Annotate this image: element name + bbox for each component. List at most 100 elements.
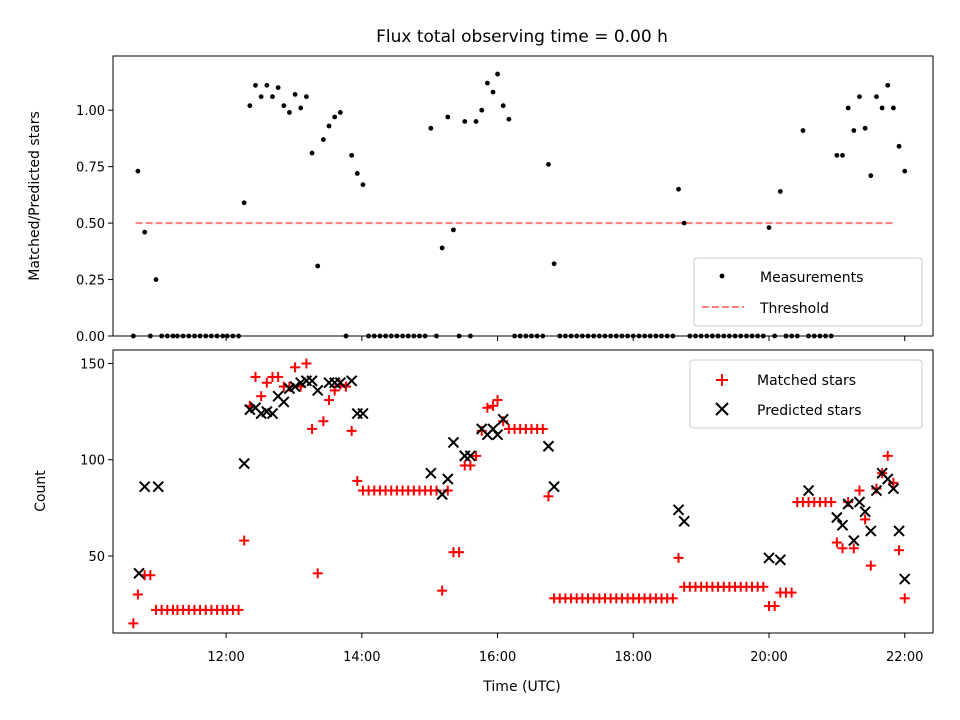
- predicted-point: [802, 484, 815, 497]
- measurement-point: [320, 137, 326, 142]
- measurement-point: [902, 168, 908, 174]
- measurement-point: [332, 114, 338, 120]
- x-tick-label: 20:00: [750, 650, 787, 665]
- ratio-panel: 0.00 0.25 0.50 0.75 1.00 Matched/Predicted s…: [27, 55, 934, 345]
- x-tick-label: 14:00: [343, 650, 380, 665]
- matched-point: [837, 543, 848, 554]
- matched-point: [888, 477, 899, 488]
- predicted-point: [678, 515, 690, 528]
- matched-point: [831, 537, 842, 548]
- measurement-point: [874, 94, 879, 100]
- matched-point: [758, 581, 769, 592]
- predicted-point: [859, 506, 871, 518]
- matched-point: [273, 371, 284, 382]
- measurement-point: [354, 171, 360, 176]
- matched-point: [442, 485, 453, 496]
- measurement-point: [309, 150, 315, 156]
- matched-point: [301, 358, 312, 369]
- matched-point: [894, 545, 905, 556]
- matched-point: [865, 560, 876, 571]
- legend-threshold-label: Threshold: [759, 301, 829, 317]
- matched-point: [854, 485, 865, 496]
- count-y-ticks: 50 100 150: [80, 357, 113, 565]
- predicted-point: [306, 375, 318, 387]
- measurement-point: [326, 123, 332, 129]
- measurement-point: [777, 189, 783, 194]
- measurement-point: [135, 168, 141, 174]
- matched-point: [667, 593, 678, 604]
- predicted-point: [278, 396, 290, 408]
- matched-point: [307, 423, 318, 434]
- ratio-marks: [130, 71, 908, 339]
- measurement-point: [315, 263, 321, 269]
- measurement-point: [142, 229, 148, 235]
- predicted-point: [138, 480, 151, 493]
- measurement-point: [676, 186, 681, 192]
- matched-point: [290, 362, 301, 373]
- matched-point: [256, 391, 267, 402]
- matched-point: [437, 585, 448, 596]
- count-y-tick-label: 50: [88, 550, 105, 565]
- predicted-point: [491, 429, 504, 441]
- measurement-point: [451, 227, 456, 233]
- matched-point: [132, 589, 143, 600]
- legend-matched-marker: [716, 374, 728, 386]
- predicted-point: [238, 457, 250, 470]
- predicted-point: [425, 467, 437, 479]
- matched-point: [465, 460, 476, 471]
- measurement-point: [445, 114, 451, 120]
- measurement-point: [270, 94, 275, 100]
- ratio-y-axis-label: Matched/Predicted stars: [27, 111, 43, 281]
- ratio-y-tick-label: 0.50: [76, 217, 105, 232]
- measurement-point: [879, 105, 885, 111]
- matched-point: [786, 587, 797, 598]
- matched-point: [860, 514, 871, 525]
- measurement-point: [851, 128, 857, 133]
- measurement-point: [891, 105, 896, 111]
- predicted-point: [899, 573, 911, 585]
- measurement-point: [281, 103, 287, 109]
- chart-title: Flux total observing time = 0.00 h: [376, 27, 668, 47]
- measurement-point: [800, 128, 806, 133]
- measurement-point: [840, 152, 845, 158]
- predicted-point: [312, 384, 324, 397]
- matched-point: [492, 395, 503, 406]
- measurement-point: [275, 85, 281, 91]
- measurement-point: [337, 110, 343, 115]
- matched-point: [239, 535, 250, 546]
- predicted-point: [882, 473, 894, 485]
- count-x-ticks: 12:00 14:00 16:00 18:00 20:00 22:00: [207, 633, 923, 665]
- matched-point: [826, 497, 837, 508]
- measurement-point: [868, 173, 874, 179]
- matched-point: [537, 423, 548, 434]
- measurement-point: [304, 94, 309, 100]
- measurement-point: [857, 94, 862, 100]
- measurement-point: [462, 119, 468, 124]
- ratio-x-ticks: [225, 336, 906, 341]
- measurement-point: [500, 103, 506, 109]
- measurement-point: [247, 103, 253, 109]
- x-tick-label: 16:00: [479, 650, 516, 665]
- matched-point: [769, 601, 780, 612]
- matched-point: [482, 402, 493, 413]
- matched-point: [261, 377, 272, 388]
- predicted-point: [548, 480, 560, 493]
- matched-point: [543, 491, 554, 502]
- predicted-point: [870, 484, 883, 497]
- predicted-point: [774, 554, 787, 566]
- measurement-point: [495, 71, 500, 77]
- count-legend: Matched stars Predicted stars: [689, 359, 923, 429]
- predicted-point: [865, 525, 877, 537]
- count-y-tick-label: 100: [80, 454, 105, 469]
- predicted-point: [442, 473, 454, 485]
- predicted-point: [497, 413, 509, 426]
- predicted-point: [464, 450, 477, 462]
- measurement-point: [845, 105, 851, 111]
- matched-point: [882, 450, 893, 461]
- predicted-point: [848, 534, 860, 547]
- predicted-point: [763, 552, 775, 564]
- measurement-point: [834, 152, 840, 158]
- measurement-point: [546, 161, 551, 167]
